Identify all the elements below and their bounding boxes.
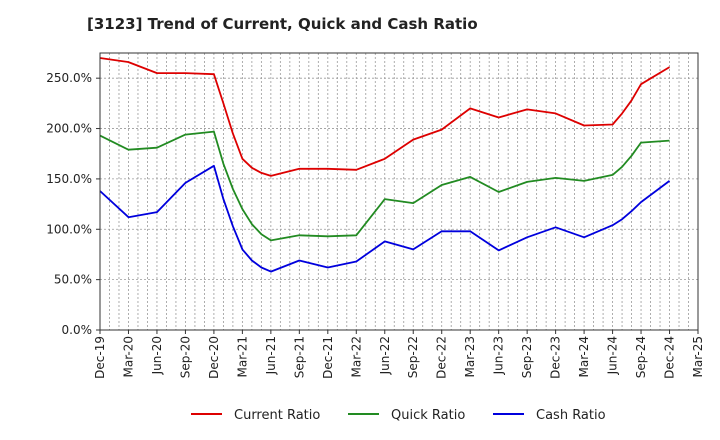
x-tick-label: Dec-24 bbox=[663, 336, 677, 379]
x-tick-label: Mar-22 bbox=[349, 336, 363, 377]
y-tick-label: 250.0% bbox=[46, 71, 92, 85]
x-tick-label: Dec-21 bbox=[321, 336, 335, 379]
legend-label-current-ratio: Current Ratio bbox=[234, 408, 320, 423]
data-series bbox=[99, 57, 671, 273]
x-tick-label: Jun-21 bbox=[264, 336, 278, 375]
x-tick-label: Mar-25 bbox=[691, 336, 705, 377]
x-tick-label: Jun-23 bbox=[492, 336, 506, 375]
x-tick-label: Mar-24 bbox=[577, 336, 591, 377]
x-tick-label: Mar-23 bbox=[463, 336, 477, 377]
chart-title: [3123] Trend of Current, Quick and Cash … bbox=[87, 15, 478, 33]
x-tick-label: Mar-20 bbox=[121, 336, 135, 377]
series-line-quick-ratio bbox=[99, 130, 670, 242]
x-tick-label: Dec-22 bbox=[435, 336, 449, 379]
y-tick-label: 100.0% bbox=[46, 222, 92, 236]
y-tick-label: 50.0% bbox=[54, 273, 92, 287]
legend: Current Ratio Quick Ratio Cash Ratio bbox=[191, 408, 606, 423]
y-tick-label: 150.0% bbox=[46, 172, 92, 186]
y-tick-label: 200.0% bbox=[46, 122, 92, 136]
x-tick-label: Sep-23 bbox=[520, 336, 534, 378]
x-tick-label: Jun-20 bbox=[150, 336, 164, 375]
x-tick-label: Dec-23 bbox=[549, 336, 563, 379]
x-tick-label: Sep-21 bbox=[292, 336, 306, 378]
series-line-current-ratio bbox=[99, 57, 670, 177]
x-tick-label: Dec-20 bbox=[207, 336, 221, 379]
series-line-cash-ratio bbox=[99, 164, 671, 273]
plot-frame bbox=[99, 52, 699, 331]
y-tick-label: 0.0% bbox=[62, 323, 93, 337]
x-tick-label: Mar-21 bbox=[235, 336, 249, 377]
x-tick-label: Sep-22 bbox=[406, 336, 420, 378]
legend-label-quick-ratio: Quick Ratio bbox=[391, 408, 465, 423]
x-tick-label: Sep-24 bbox=[634, 336, 648, 378]
legend-label-cash-ratio: Cash Ratio bbox=[536, 408, 606, 423]
x-axis-ticks: Dec-19 Mar-20 Jun-20 Sep-20 Dec-20 Mar-21 Jun-… bbox=[93, 330, 705, 379]
x-tick-label: Jun-22 bbox=[378, 336, 392, 375]
y-axis-ticks: 0.0% 50.0% 100.0% 150.0% 200.0% 250.0% bbox=[46, 71, 100, 337]
grid-lines bbox=[100, 53, 698, 330]
x-tick-label: Sep-20 bbox=[178, 336, 192, 378]
x-tick-label: Dec-19 bbox=[93, 336, 107, 379]
x-tick-label: Jun-24 bbox=[606, 336, 620, 375]
